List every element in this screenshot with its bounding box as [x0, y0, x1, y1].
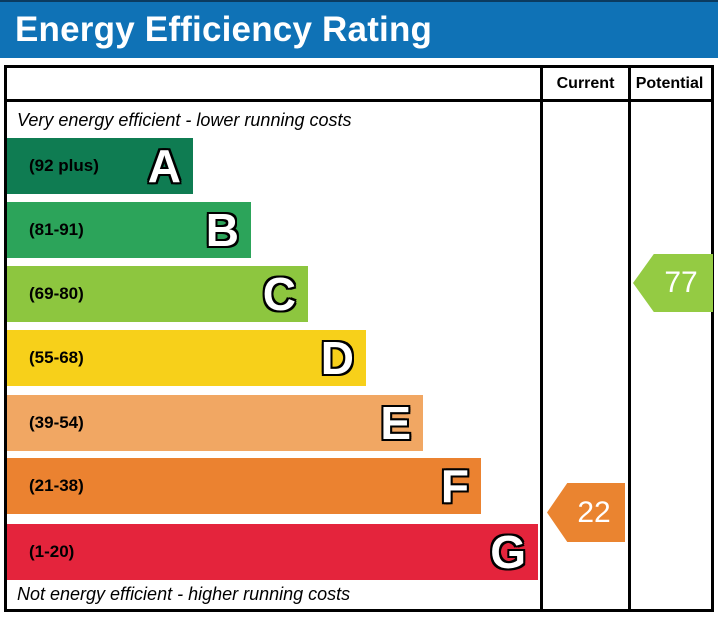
band-row-d: (55-68) D	[7, 330, 366, 386]
band-letter: B	[205, 204, 239, 256]
band-letter: A	[147, 140, 181, 192]
title-bar: Energy Efficiency Rating	[0, 0, 718, 58]
top-note: Very energy efficient - lower running co…	[17, 110, 352, 130]
band-letter: E	[380, 397, 411, 449]
current-column-divider	[540, 68, 543, 609]
current-column-header: Current	[556, 74, 615, 92]
bottom-note: Not energy efficient - higher running co…	[17, 584, 351, 604]
current-rating-value: 22	[577, 495, 611, 529]
band-range-label: (92 plus)	[29, 156, 99, 175]
header-row-divider	[7, 99, 711, 102]
band-letter: C	[262, 268, 296, 320]
potential-rating-value: 77	[664, 266, 698, 299]
potential-column-divider	[628, 68, 631, 609]
page-title: Energy Efficiency Rating	[15, 10, 433, 49]
band-row-b: (81-91) B	[7, 202, 251, 258]
potential-rating-arrow: 77	[633, 254, 713, 312]
band-range-label: (69-80)	[29, 284, 84, 303]
band-row-e: (39-54) E	[7, 395, 423, 451]
band-range-label: (21-38)	[29, 476, 84, 495]
potential-column-header: Potential	[635, 74, 704, 92]
band-letter: G	[490, 526, 526, 578]
band-range-label: (81-91)	[29, 220, 84, 239]
band-range-label: (1-20)	[29, 542, 75, 561]
band-row-a: (92 plus) A	[7, 138, 193, 194]
band-row-c: (69-80) C	[7, 266, 308, 322]
band-range-label: (55-68)	[29, 348, 84, 367]
band-letter: D	[320, 332, 354, 384]
band-letter: F	[440, 460, 469, 512]
rating-table: Current Potential Very energy efficient …	[4, 65, 714, 612]
band-row-g: (1-20) G	[7, 524, 538, 580]
band-range-label: (39-54)	[29, 413, 84, 432]
current-rating-arrow: 22	[547, 483, 625, 542]
band-row-f: (21-38) F	[7, 458, 481, 514]
